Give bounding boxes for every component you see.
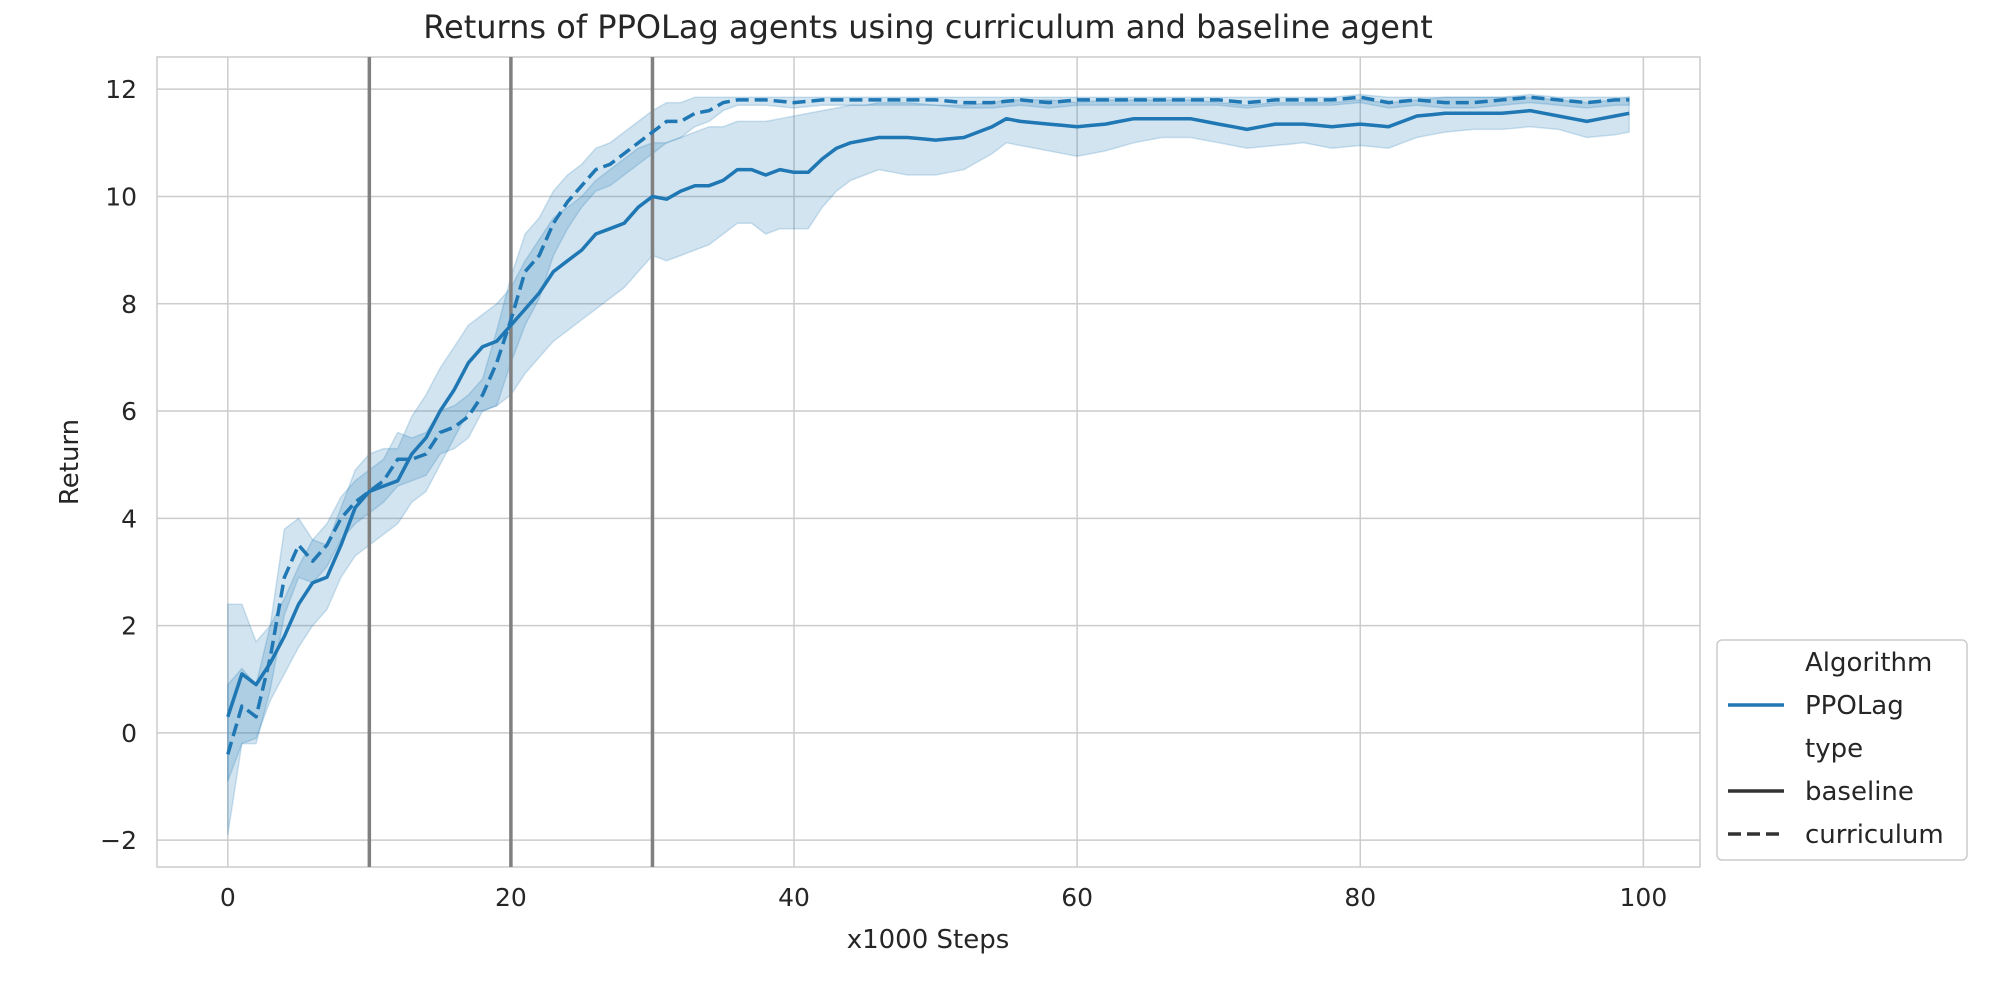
plot-area (156, 56, 1701, 868)
legend-label-ppolag: PPOLag (1805, 691, 1904, 721)
confidence-bands (227, 93, 1630, 835)
y-tick-label: 6 (121, 397, 137, 426)
vertical-marker-lines (367, 57, 655, 867)
confidence-band-curriculum (227, 93, 1630, 835)
y-axis-label: Return (55, 419, 85, 505)
y-tick-label: 8 (121, 290, 137, 319)
legend-label-baseline: baseline (1805, 777, 1914, 807)
series-lines (226, 95, 1630, 755)
x-tick-label: 60 (1061, 883, 1093, 912)
x-axis-label: x1000 Steps (847, 925, 1010, 955)
series-line-baseline (226, 108, 1630, 718)
x-tick-label: 100 (1620, 883, 1668, 912)
series-line-curriculum (226, 95, 1630, 755)
y-tick-label: 12 (105, 75, 137, 104)
legend-label-algorithm: Algorithm (1805, 648, 1932, 678)
x-tick-label: 0 (220, 883, 236, 912)
chart-title: Returns of PPOLag agents using curriculu… (423, 8, 1433, 46)
legend-label-curriculum: curriculum (1805, 820, 1944, 850)
x-tick-label: 80 (1344, 883, 1376, 912)
x-tick-labels: 0 20 40 60 80 100 (220, 883, 1667, 912)
legend-box (1716, 639, 1968, 861)
y-tick-label: −2 (100, 826, 137, 855)
x-tick-label: 20 (495, 883, 527, 912)
y-tick-label: 2 (121, 612, 137, 641)
y-tick-label: 0 (121, 719, 137, 748)
legend-label-type: type (1805, 734, 1863, 764)
y-tick-label: 10 (105, 182, 137, 211)
y-tick-labels: −2 0 2 4 6 8 10 12 (100, 75, 137, 855)
y-tick-label: 4 (121, 504, 137, 533)
legend: Algorithm PPOLag type baseline curriculu… (1716, 639, 1968, 861)
confidence-band-baseline (227, 96, 1630, 782)
gridlines (157, 57, 1700, 867)
x-tick-label: 40 (778, 883, 810, 912)
